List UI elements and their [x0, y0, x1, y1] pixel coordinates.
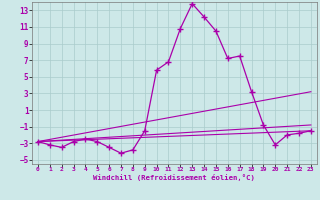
X-axis label: Windchill (Refroidissement éolien,°C): Windchill (Refroidissement éolien,°C) — [93, 174, 255, 181]
